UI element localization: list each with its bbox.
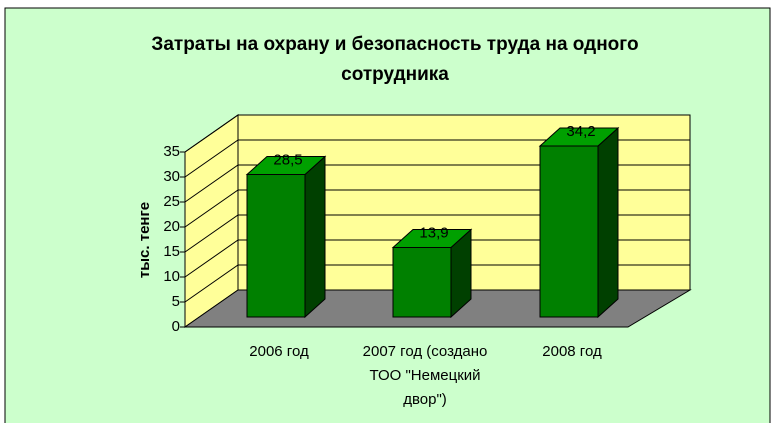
y-tick-label: 20 [163,218,180,235]
y-tick-label: 15 [163,243,180,260]
bar [391,228,473,319]
bar-side [304,155,326,319]
bar [538,126,620,319]
grid-line [184,239,690,278]
data-label: 34,2 [566,123,595,140]
x-tick-label: 2006 год [249,343,309,360]
y-tick-label: 0 [172,318,180,335]
bar-front [246,174,306,318]
bar-front [539,145,599,318]
y-tick-label: 25 [163,193,180,210]
grid-line [184,264,690,303]
x-tick-label: двор") [403,391,447,408]
chart-title: сотрудника [341,64,449,85]
data-label: 13,9 [419,224,448,241]
bar-side [597,126,619,319]
y-axis-label: тыс. тенге [136,202,153,278]
x-tick-label: 2007 год (создано [363,343,488,360]
grid-line [184,139,690,178]
y-tick-label: 30 [163,168,180,185]
y-tick-label: 10 [163,268,180,285]
grid-line [184,189,690,228]
x-tick-label: ТОО "Немецкий [369,367,480,384]
grid [184,114,690,303]
y-tick-label: 35 [163,143,180,160]
chart-title: Затраты на охрану и безопасность труда н… [151,34,638,55]
x-tick-label: 2008 год [542,343,602,360]
bar-front [392,247,452,318]
grid-line [184,164,690,203]
bar [245,155,327,319]
data-label: 28,5 [273,151,302,168]
y-tick-label: 5 [172,293,180,310]
grid-line [184,114,690,153]
grid-line [184,214,690,253]
